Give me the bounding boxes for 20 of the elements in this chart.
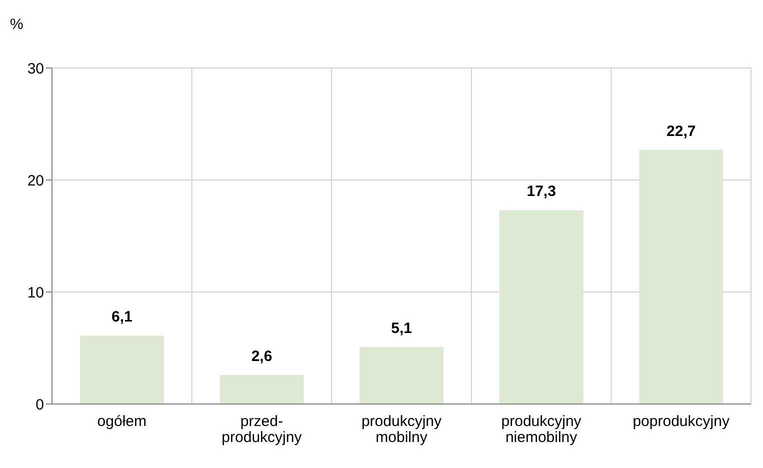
bar: [80, 336, 164, 404]
y-tick-label: 20: [27, 172, 44, 190]
x-tick-label: poprodukcyjny: [632, 413, 730, 430]
data-label: 22,7: [666, 122, 696, 140]
bar: [360, 346, 444, 404]
bar: [220, 374, 304, 404]
x-tick-label: przed-produkcyjny: [222, 413, 302, 446]
data-label: 6,1: [112, 308, 132, 326]
bar: [639, 150, 724, 404]
bar: [499, 210, 584, 404]
data-label: 2,6: [251, 348, 272, 365]
x-tick-label: ogółem: [97, 413, 146, 430]
y-tick-label: 0: [36, 396, 44, 414]
y-tick-label: 30: [27, 60, 44, 78]
x-tick-label: produkcyjny niemobilny: [501, 413, 582, 446]
data-label: 5,1: [391, 320, 412, 337]
y-axis-title: %: [10, 16, 24, 33]
y-tick-label: 10: [27, 284, 44, 302]
data-label: 17,3: [526, 183, 556, 200]
x-tick-label: produkcyjny mobilny: [361, 413, 442, 446]
